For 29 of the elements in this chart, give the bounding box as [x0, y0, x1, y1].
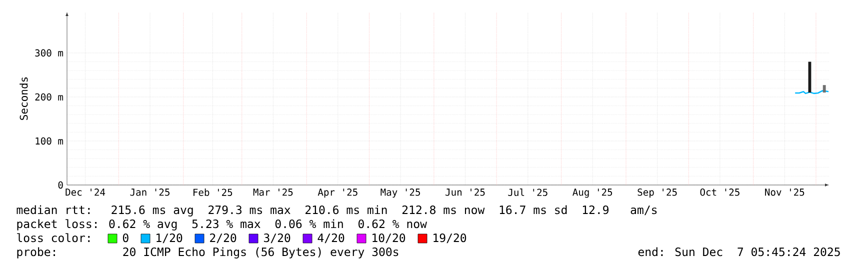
legend-label: 4/20	[318, 233, 344, 244]
legend-title: loss color:	[17, 233, 90, 242]
legend-label: 2/20	[210, 233, 236, 244]
x-tick-label: Feb '25	[194, 188, 232, 196]
y-axis-title: Seconds	[20, 77, 28, 120]
y-tick-label: 100 m	[36, 137, 64, 145]
x-tick-label: Jun '25	[446, 188, 485, 196]
text: median rtt: 215.6 ms avg 279.3 ms max 210.6 ms min 212.8 ms now 16.7 ms sd 12.9 am/s	[16, 205, 657, 216]
y-tick-label: 200 m	[35, 93, 64, 101]
legend-label: 0	[122, 233, 128, 242]
text: probe: 20 ICMP Echo Pings (56 Bytes) every 300s	[17, 247, 398, 258]
x-tick-label: Nov '25	[765, 188, 804, 196]
legend-label: 1/20	[156, 233, 182, 244]
x-tick-label: Apr '25	[318, 188, 358, 198]
y-tick-label: 300 m	[35, 49, 64, 57]
x-tick-label: Sep '25	[638, 188, 677, 198]
legend-label: 19/20	[434, 233, 466, 244]
x-tick-label: Jul '25	[508, 188, 548, 196]
x-tick-label: Mar '25	[253, 188, 293, 196]
x-tick-label: Jan '25	[130, 188, 170, 196]
text: end: Sun Dec 7 05:45:24 2025	[638, 247, 840, 256]
legend-label: 10/20	[372, 233, 406, 244]
x-tick-label: Dec '24	[66, 188, 106, 196]
x-tick-label: Aug '25	[572, 188, 612, 198]
y-tick-label: 0	[58, 181, 63, 189]
x-tick-label: May '25	[380, 188, 420, 198]
x-tick-label: Oct '25	[700, 188, 740, 196]
legend-label: 3/20	[264, 233, 290, 244]
text: packet loss: 0.62 % avg 5.23 % max 0.06 % min 0.62 % now	[17, 219, 427, 230]
